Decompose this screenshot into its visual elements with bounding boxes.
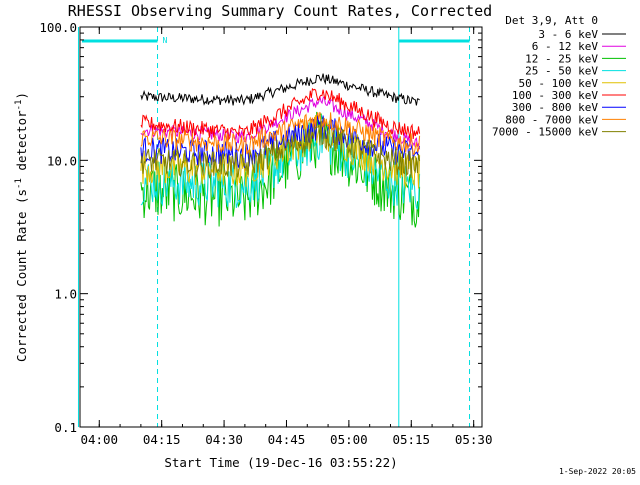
legend-entry-label: 7000 - 15000 keV	[492, 126, 598, 139]
plot-frame	[79, 26, 483, 428]
y-tick-label: 1.0	[54, 287, 77, 302]
y-tick-label: 10.0	[47, 153, 77, 168]
legend-entry-label: 12 - 25 keV	[525, 52, 598, 65]
x-tick-label: 04:15	[143, 432, 181, 447]
y-axis-label: Corrected Count Rate (s-1 detector-1)	[14, 92, 29, 362]
x-tick-label: 04:00	[80, 432, 118, 447]
legend-entry-label: 100 - 300 keV	[512, 89, 598, 102]
series-line-2	[140, 111, 421, 228]
y-tick-label: 0.1	[54, 420, 77, 435]
y-label-post: )	[14, 92, 29, 100]
y-label-pre: Corrected Count Rate (s	[14, 189, 29, 362]
legend-entry-label: 3 - 6 keV	[538, 28, 598, 41]
legend-header: Det 3,9, Att 0	[505, 14, 598, 27]
chart-title: RHESSI Observing Summary Count Rates, Co…	[68, 2, 492, 20]
legend-entry-label: 800 - 7000 keV	[505, 113, 598, 126]
y-tick-label: 100.0	[39, 20, 77, 35]
x-tick-label: 04:30	[205, 432, 243, 447]
series-line-5	[140, 87, 421, 141]
x-tick-label: 05:15	[392, 432, 430, 447]
x-tick-label: 05:00	[330, 432, 368, 447]
series-line-8	[140, 120, 421, 179]
plot-area: N	[77, 27, 471, 427]
legend-entry-label: 6 - 12 keV	[532, 40, 599, 53]
y-label-sup1: -1	[14, 178, 24, 189]
series-line-3	[140, 114, 421, 211]
series-line-0	[140, 73, 420, 106]
x-axis-label: Start Time (19-Dec-16 03:55:22)	[164, 455, 397, 470]
legend-entry-label: 300 - 800 keV	[512, 101, 598, 114]
series-line-4	[140, 115, 421, 189]
axis-ticks: 04:00 04:15 04:30 04:45 05:00 05:15 05:30 0.1 1.…	[39, 20, 492, 447]
legend-entry-label: 25 - 50 keV	[525, 65, 598, 78]
night-flag-label: N	[163, 36, 168, 45]
y-label-mid: detector	[14, 110, 29, 178]
series-line-7	[140, 111, 421, 156]
x-tick-label: 05:30	[455, 432, 493, 447]
generated-timestamp: 1-Sep-2022 20:05	[559, 467, 636, 476]
legend-entry-label: 50 - 100 keV	[519, 77, 599, 90]
x-tick-label: 04:45	[268, 432, 306, 447]
y-label-sup2: -1	[14, 100, 24, 111]
